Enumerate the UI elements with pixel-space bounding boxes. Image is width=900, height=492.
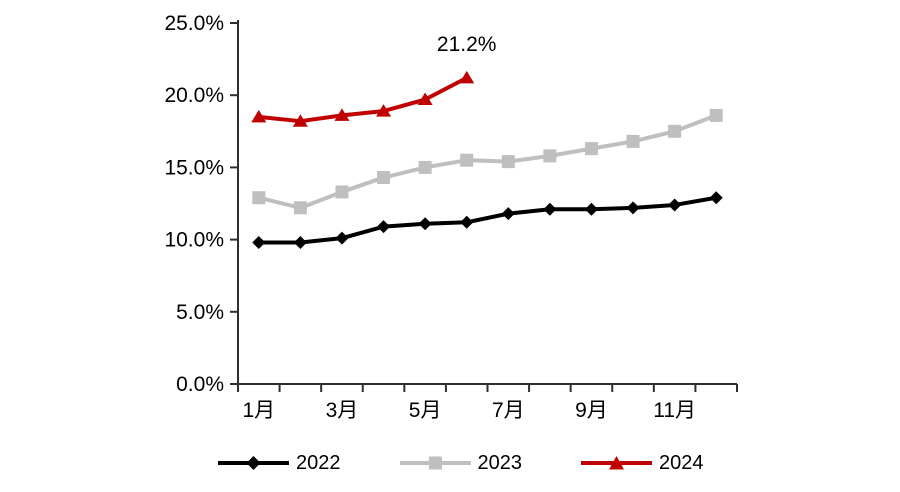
y-tick-label: 5.0% [176, 301, 224, 324]
legend-marker-2022 [218, 456, 289, 470]
x-tick-label: 7月 [492, 399, 525, 422]
series-line-2024 [258, 76, 468, 124]
marker-2023-m7 [501, 155, 515, 169]
marker-2023-m1 [252, 191, 266, 205]
marker-2023-m10 [626, 134, 640, 148]
marker-2024-m3 [334, 108, 350, 121]
marker-2024-m5 [417, 92, 433, 106]
legend: 2022 2023 2024 [218, 451, 704, 475]
marker-2022-m11 [668, 198, 682, 212]
marker-2023-m8 [543, 149, 557, 163]
legend-label-2024: 2024 [659, 452, 704, 474]
marker-2023-m12 [709, 108, 723, 122]
legend-label-2022: 2022 [296, 452, 341, 474]
marker-2023-m11 [668, 124, 682, 138]
marker-2024-m6 [459, 70, 475, 84]
marker-2022-m12 [709, 191, 723, 205]
marker-2024-m1 [251, 109, 267, 123]
marker-2024-m2 [292, 114, 308, 127]
marker-2022-m7 [501, 207, 515, 221]
y-tick-label: 20.0% [164, 84, 224, 107]
marker-2023-m2 [293, 201, 307, 215]
y-tick-label: 0.0% [176, 373, 224, 396]
y-tick-label: 25.0% [164, 12, 224, 35]
x-tick-label: 3月 [326, 399, 359, 422]
marker-2022-m4 [377, 220, 391, 234]
series-line-2022 [258, 195, 717, 245]
marker-2022-m9 [584, 202, 598, 216]
x-tick-label: 9月 [575, 399, 608, 422]
y-tick-label: 15.0% [164, 156, 224, 179]
marker-2022-m10 [626, 201, 640, 215]
data-label-2024: 21.2% [437, 33, 497, 56]
marker-2022-m6 [460, 215, 474, 229]
marker-2023-m6 [460, 153, 474, 167]
legend-marker-2024 [581, 456, 652, 470]
marker-2022-m2 [293, 235, 307, 249]
marker-2024-m4 [376, 104, 392, 117]
marker-2023-m9 [584, 142, 598, 156]
marker-2022-m1 [252, 235, 266, 249]
marker-2022-m3 [335, 231, 349, 245]
x-tick-label: 1月 [242, 399, 275, 422]
marker-2022-m8 [543, 202, 557, 216]
marker-2022-m5 [418, 217, 432, 231]
legend-item-2024: 2024 [581, 451, 704, 475]
x-tick-label: 5月 [409, 399, 442, 422]
y-tick-label: 10.0% [164, 229, 224, 252]
marker-2023-m5 [418, 160, 432, 174]
x-tick-label: 11月 [653, 399, 696, 422]
legend-item-2023: 2023 [399, 451, 523, 475]
legend-marker-2023 [399, 456, 471, 470]
series-line-2023 [258, 113, 717, 210]
marker-2023-m3 [335, 185, 349, 199]
legend-item-2022: 2022 [218, 451, 341, 475]
legend-label-2023: 2023 [477, 452, 523, 474]
marker-2023-m4 [377, 171, 391, 185]
